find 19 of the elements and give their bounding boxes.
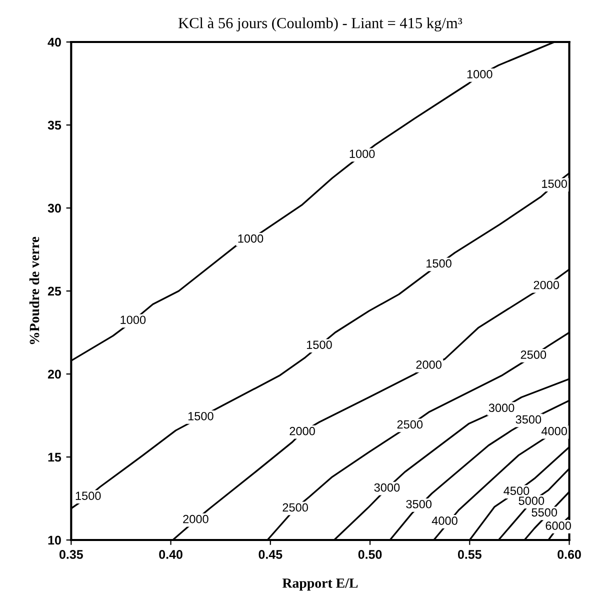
x-tick-label: 0.40 (159, 550, 182, 559)
y-tick-label: 40 (48, 38, 61, 47)
y-tick-label: 10 (48, 536, 61, 545)
y-axis-title: %Poudre de verre (29, 236, 40, 344)
y-tick-label: 25 (48, 286, 62, 296)
x-tick-label: 0.50 (358, 550, 382, 559)
x-tick-label: 0.55 (458, 550, 482, 559)
x-tick-label: 0.60 (558, 550, 581, 559)
y-tick-label: 20 (48, 370, 61, 379)
annotation: 3500 (406, 500, 432, 508)
x-axis-title: Rapport E/L (282, 578, 358, 591)
y-tick-label: 35 (48, 120, 62, 130)
annotation: 5500 (532, 508, 558, 517)
y-tick-label: 15 (48, 452, 62, 462)
x-tick-label: 0.35 (59, 550, 83, 559)
annotation: 4000 (432, 516, 458, 525)
y-tick-label: 30 (48, 204, 61, 213)
x-tick-label: 0.45 (258, 550, 282, 559)
chart-title: KCl à 56 jours (Coulomb) - Liant = 415 kg/m³ (178, 17, 462, 32)
